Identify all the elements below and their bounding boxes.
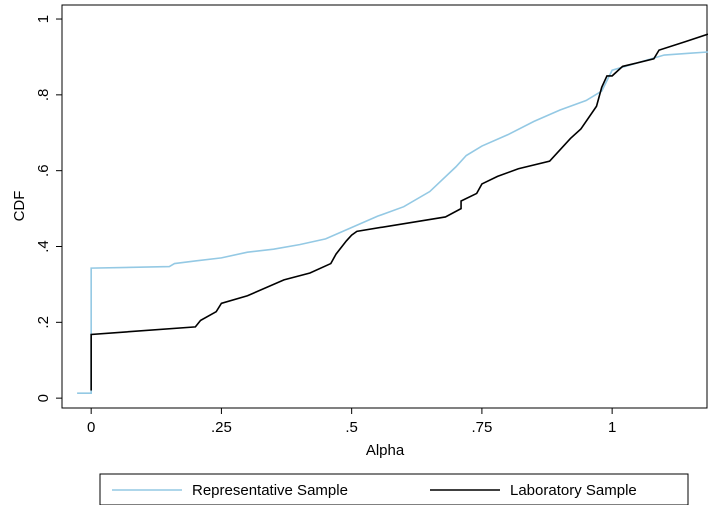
y-tick-label: 0 bbox=[35, 394, 52, 402]
y-tick-label: .2 bbox=[35, 316, 52, 329]
x-tick-label: .25 bbox=[211, 419, 232, 436]
y-tick-label: .8 bbox=[35, 89, 52, 102]
plot-frame bbox=[61, 4, 708, 409]
series-line bbox=[90, 33, 708, 391]
x-tick-label: 1 bbox=[608, 419, 616, 436]
y-tick-label: 1 bbox=[35, 15, 52, 23]
x-tick-label: 0 bbox=[87, 419, 95, 436]
x-tick-label: .5 bbox=[345, 419, 358, 436]
series-line bbox=[77, 51, 708, 395]
y-tick-label: .6 bbox=[35, 164, 52, 177]
x-axis-label: Alpha bbox=[366, 442, 405, 459]
legend-label: Representative Sample bbox=[192, 482, 348, 499]
x-tick-label: .75 bbox=[471, 419, 492, 436]
y-axis-label: CDF bbox=[11, 191, 28, 222]
y-tick-label: .4 bbox=[35, 240, 52, 253]
legend-box bbox=[99, 473, 689, 505]
legend-label: Laboratory Sample bbox=[510, 482, 637, 499]
